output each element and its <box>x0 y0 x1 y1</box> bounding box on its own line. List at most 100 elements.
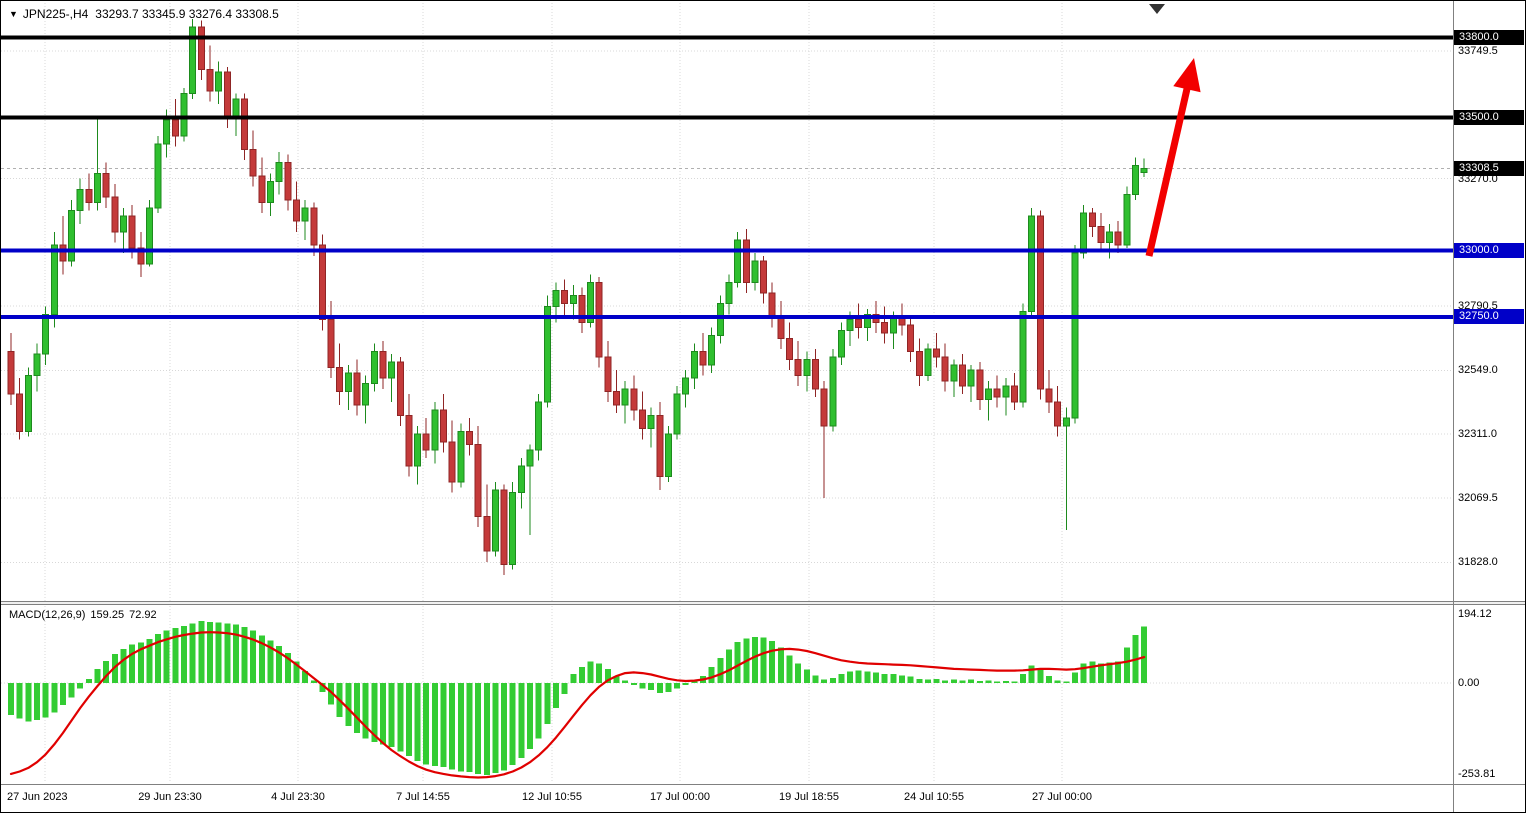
candle-body-down <box>638 409 646 430</box>
candle-body-down <box>310 207 318 246</box>
ohlc-readout: 33293.7 33345.9 33276.4 33308.5 <box>95 7 279 21</box>
macd-histogram-bar <box>587 661 594 684</box>
candle-body-up <box>984 388 992 400</box>
macd-histogram-bar <box>206 621 213 684</box>
macd-histogram-bar <box>873 672 879 684</box>
macd-histogram-bar <box>362 683 369 739</box>
candle-body-down <box>933 348 941 358</box>
candle-body-up <box>889 316 897 334</box>
macd-histogram-bar <box>25 683 32 722</box>
candle-body-down <box>336 367 344 392</box>
macd-histogram-bar <box>847 671 854 684</box>
candle-body-up <box>119 215 127 233</box>
candle-body-down <box>111 196 119 233</box>
candle-body-up <box>344 372 352 392</box>
candle-body-up <box>189 26 197 94</box>
macd-histogram-bar <box>120 648 127 684</box>
macd-histogram-bar <box>328 683 335 705</box>
macd-histogram-bar <box>414 683 421 761</box>
macd-histogram-bar <box>630 683 637 685</box>
candle-body-down <box>768 292 776 318</box>
macd-histogram-bar <box>665 683 672 693</box>
macd-histogram-bar <box>725 649 732 684</box>
candle-body-up <box>370 351 378 384</box>
candle-body-down <box>284 162 292 201</box>
macd-histogram-bar <box>449 683 456 770</box>
macd-signal-value: 72.92 <box>129 609 157 621</box>
candle-body-up <box>145 207 153 265</box>
candle-body-down <box>578 295 586 323</box>
macd-histogram-bar <box>258 635 265 684</box>
macd-histogram-bar <box>527 683 533 750</box>
macd-histogram-bar <box>985 680 992 684</box>
macd-histogram-bar <box>1063 681 1070 684</box>
macd-signal-line <box>9 631 1146 779</box>
symbol-dropdown-icon[interactable]: ▼ <box>9 9 18 19</box>
candle-body-up <box>673 393 681 435</box>
macd-histogram-bar <box>803 669 810 684</box>
candle-body-down <box>7 351 15 395</box>
candle-body-up <box>863 313 871 329</box>
candle-body-up <box>275 162 283 182</box>
macd-histogram-bar <box>466 683 473 773</box>
macd-histogram-bar <box>829 677 836 684</box>
price-tick-label: 32069.5 <box>1458 492 1498 505</box>
macd-tick-label: 0.00 <box>1458 677 1480 690</box>
candle-body-down <box>448 441 456 483</box>
macd-histogram-bar <box>155 633 162 684</box>
macd-histogram-bar <box>163 630 170 684</box>
macd-histogram-bar <box>77 683 84 689</box>
macd-histogram-bar <box>501 683 508 771</box>
macd-histogram-bar <box>457 683 464 772</box>
candle-body-up <box>569 295 577 305</box>
macd-histogram-bar <box>1002 680 1009 684</box>
price-tick-label: 33749.5 <box>1458 45 1498 58</box>
candle-body-down <box>855 319 863 329</box>
macd-histogram-bar <box>310 680 317 684</box>
candle-body-down <box>465 430 473 446</box>
macd-histogram-bar <box>103 661 110 684</box>
candle-body-down <box>777 316 785 339</box>
macd-histogram-bar <box>1115 661 1122 684</box>
candle-body-up <box>68 210 76 262</box>
candle-body-down <box>1036 215 1044 390</box>
macd-histogram-bar <box>1037 668 1044 684</box>
candle-body-up <box>725 281 733 305</box>
candle-body-up <box>924 348 932 376</box>
trend-arrow-head[interactable] <box>1173 58 1201 93</box>
macd-histogram-bar <box>942 680 949 684</box>
macd-histogram-bar <box>544 683 551 725</box>
price-tag-33500.0: 33500.0 <box>1454 109 1524 125</box>
time-tick-label: 27 Jul 00:00 <box>1032 791 1092 803</box>
time-tick-label: 29 Jun 23:30 <box>138 791 202 803</box>
candle-body-up <box>829 356 837 427</box>
symbol-period-label: JPN225-,H4 <box>22 7 89 21</box>
candle-body-down <box>595 281 603 358</box>
candle-body-down <box>223 71 231 118</box>
candle-body-down <box>128 215 136 249</box>
pane-splitter[interactable] <box>1 601 1525 605</box>
candle-body-down <box>1088 212 1096 227</box>
macd-histogram-bar <box>994 681 1001 684</box>
macd-histogram-bar <box>51 683 58 713</box>
macd-histogram-bar <box>492 683 499 773</box>
candle-body-up <box>950 364 958 382</box>
candle-body-up <box>621 388 629 406</box>
candle-body-down <box>483 516 491 552</box>
candle-body-up <box>1080 212 1088 254</box>
candle-body-down <box>993 388 1001 398</box>
candle-body-down <box>604 356 612 392</box>
candle-body-down <box>500 489 508 565</box>
macd-histogram-bar <box>8 683 14 716</box>
trend-arrow-shaft[interactable] <box>1145 82 1192 257</box>
time-tick-label: 12 Jul 10:55 <box>522 791 582 803</box>
macd-histogram-bar <box>215 622 222 684</box>
candle-body-up <box>837 329 845 358</box>
macd-histogram-bar <box>812 675 819 684</box>
candle-body-down <box>941 356 949 382</box>
macd-histogram-bar <box>250 630 257 684</box>
candle-body-up <box>1132 164 1139 196</box>
macd-histogram-bar <box>241 626 248 684</box>
